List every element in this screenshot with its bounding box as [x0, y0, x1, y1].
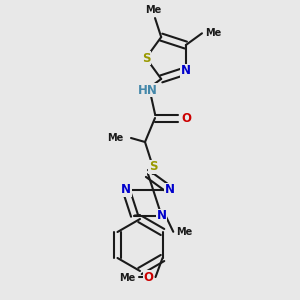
Text: O: O [181, 112, 191, 124]
Text: S: S [149, 160, 157, 173]
Text: S: S [142, 52, 150, 64]
Text: N: N [157, 209, 166, 222]
Text: N: N [181, 64, 191, 77]
Text: Me: Me [119, 273, 136, 283]
Text: Me: Me [145, 5, 161, 15]
Text: HN: HN [138, 83, 158, 97]
Text: Me: Me [205, 28, 221, 38]
Text: N: N [121, 183, 131, 196]
Text: Me: Me [107, 133, 123, 143]
Text: Me: Me [176, 227, 193, 237]
Text: O: O [143, 271, 154, 284]
Text: N: N [165, 183, 175, 196]
